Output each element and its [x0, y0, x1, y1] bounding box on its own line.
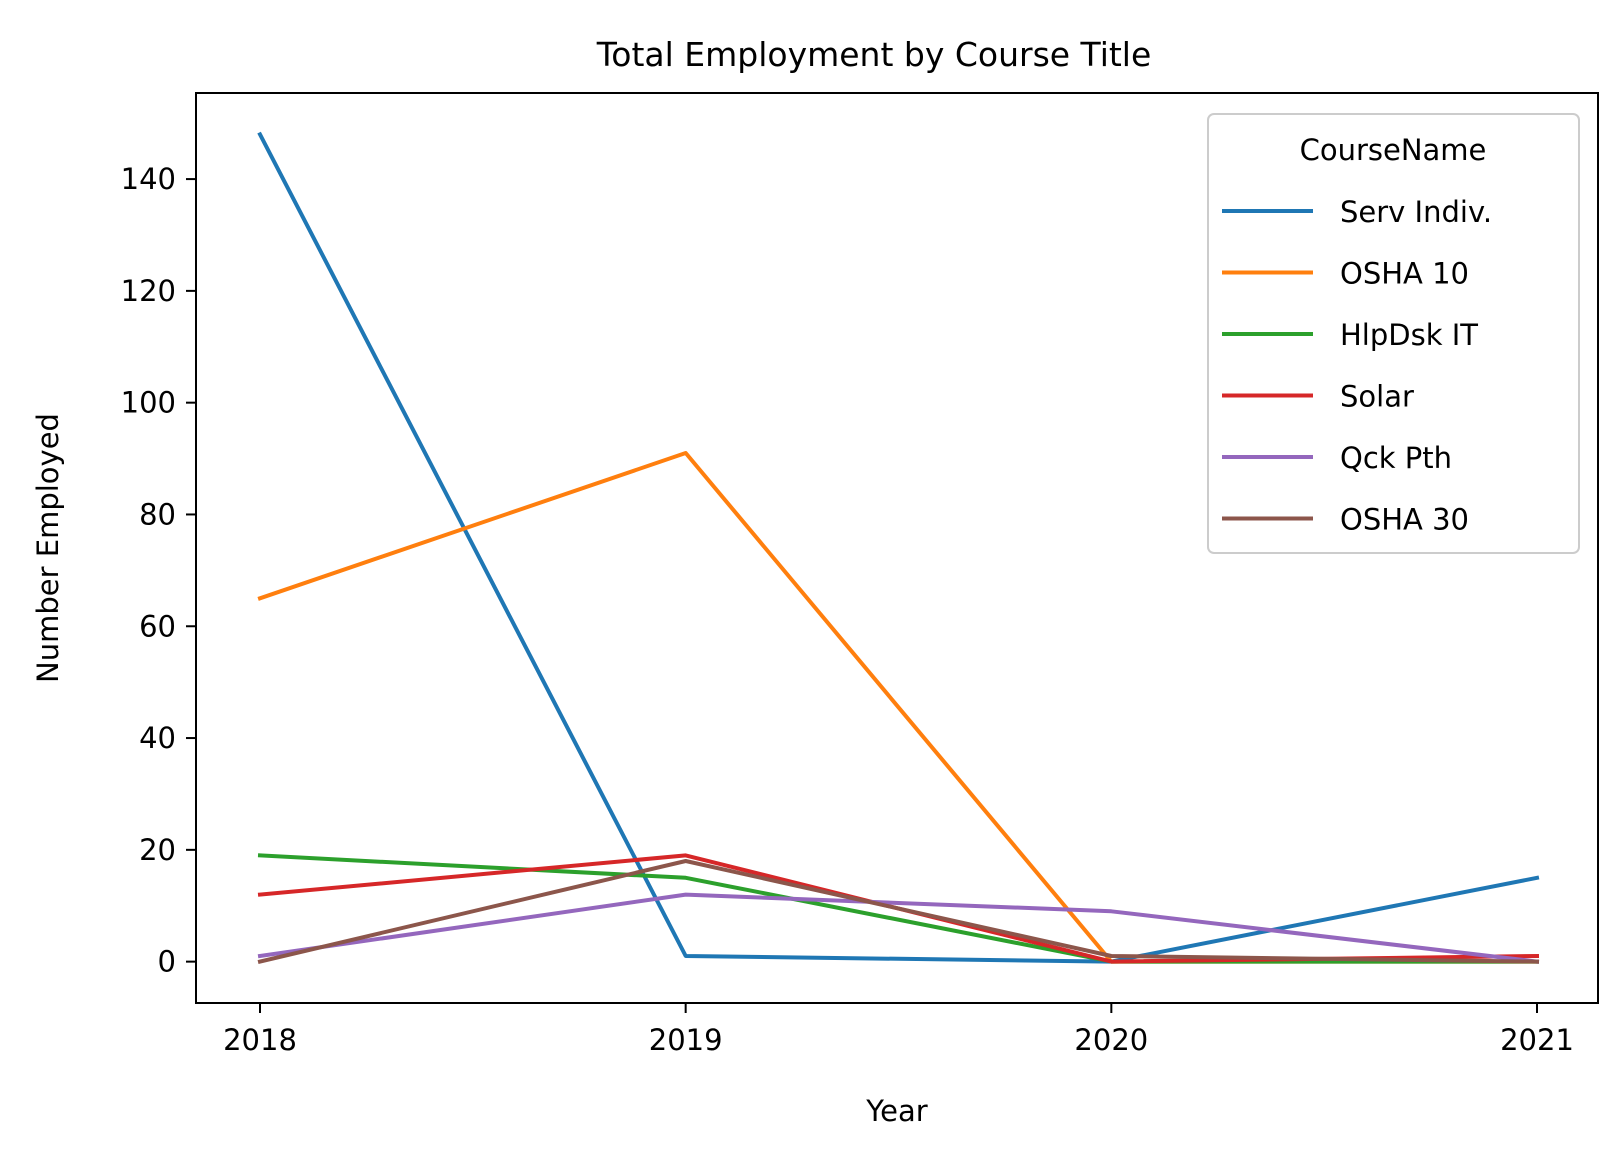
legend-label: HlpDsk IT: [1340, 318, 1478, 352]
legend-label: OSHA 10: [1340, 257, 1469, 291]
series-line-hlpdsk-it: [257, 853, 1539, 964]
legend-label: Qck Pth: [1340, 441, 1452, 475]
x-tick-label: 2021: [1500, 1023, 1574, 1057]
legend-items: Serv Indiv. OSHA 10 HlpDsk IT Solar Qck Pth O…: [1222, 195, 1492, 537]
y-axis-label: Number Employed: [31, 413, 65, 683]
axes-frame: [195, 92, 1599, 1004]
y-tick-label: 100: [121, 386, 176, 420]
legend-box: [1207, 113, 1580, 554]
y-tick-label: 140: [121, 162, 176, 196]
legend: CourseName Serv Indiv. OSHA 10 HlpDsk IT So…: [1207, 113, 1580, 554]
legend-title: CourseName: [1300, 133, 1487, 167]
series-line-osha-30: [257, 859, 1540, 965]
x-tick-label: 2019: [649, 1023, 723, 1057]
x-axis: 2018 2019 2020 2021: [223, 1003, 1574, 1057]
y-tick-label: 60: [139, 609, 176, 643]
legend-label: OSHA 30: [1340, 503, 1469, 537]
series-line-qck-pth: [257, 892, 1540, 964]
y-axis: 0 20 40 60 80 100 120 140: [121, 162, 196, 979]
chart-title: Total Employment by Course Title: [596, 35, 1152, 74]
legend-label: Serv Indiv.: [1340, 195, 1492, 229]
x-axis-label: Year: [865, 1094, 927, 1128]
legend-label: Solar: [1340, 380, 1414, 414]
y-tick-label: 80: [139, 497, 176, 531]
x-tick-label: 2020: [1074, 1023, 1148, 1057]
y-tick-label: 0: [158, 945, 176, 979]
plot-area: [257, 131, 1540, 965]
x-tick-label: 2018: [223, 1023, 297, 1057]
y-tick-label: 40: [139, 721, 176, 755]
y-tick-label: 120: [121, 274, 176, 308]
series-line-serv-indiv: [257, 131, 1540, 964]
y-tick-label: 20: [139, 833, 176, 867]
